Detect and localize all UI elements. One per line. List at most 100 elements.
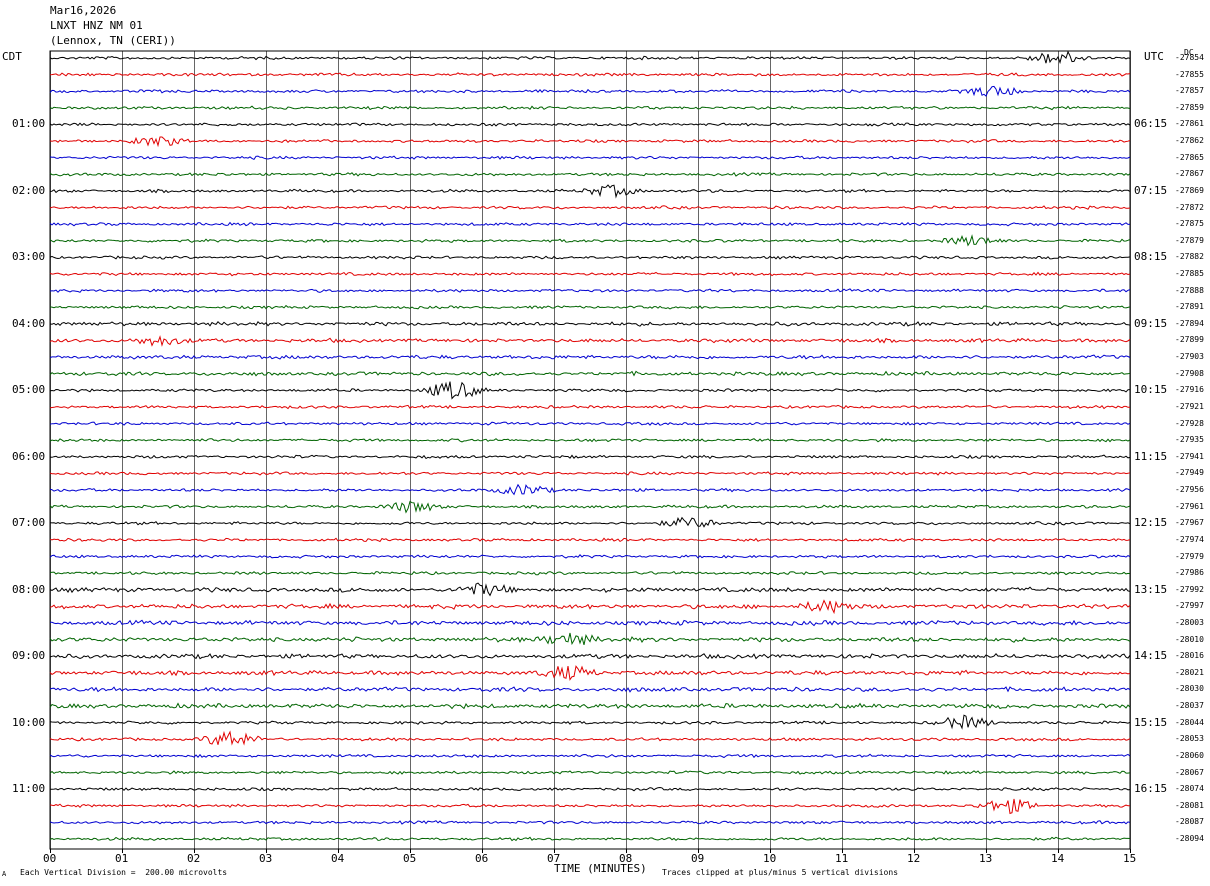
dc-offset-label: -27899 (1175, 335, 1204, 345)
grid-layer (49, 50, 1131, 850)
traces-layer (49, 50, 1131, 842)
trace-row-25 (49, 471, 1131, 476)
dc-offset-label: -27997 (1175, 601, 1204, 611)
trace-row-32 (49, 582, 1131, 597)
right-hour-label: 08:15 (1134, 250, 1168, 264)
dc-offset-label: -27885 (1175, 269, 1204, 279)
x-tick-label: 03 (259, 852, 273, 865)
trace-row-37 (49, 665, 1131, 681)
x-tick-label: 14 (1051, 852, 1065, 865)
station-label: LNXT HNZ NM 01 (50, 19, 143, 32)
x-tick-label: 10 (763, 852, 777, 865)
trace-row-19 (49, 370, 1131, 377)
dc-offset-label: -27949 (1175, 468, 1204, 478)
date-label: Mar16,2026 (50, 4, 117, 17)
dc-offset-label: -27961 (1175, 501, 1204, 511)
dc-offset-label: -27974 (1175, 534, 1204, 544)
trace-row-39 (49, 702, 1131, 710)
plot-frame (49, 50, 1131, 850)
x-tick-label: 00 (43, 852, 57, 865)
dc-offset-label: -27921 (1175, 401, 1204, 411)
dc-offset-label: -27941 (1175, 451, 1204, 461)
trace-row-33 (49, 599, 1131, 615)
right-hour-label: 11:15 (1134, 449, 1168, 463)
x-tick-label: 15 (1123, 852, 1137, 865)
trace-row-41 (49, 730, 1131, 746)
dc-offset-label: -27967 (1175, 518, 1204, 528)
trace-row-46 (49, 820, 1131, 825)
right-hour-label: 14:15 (1134, 649, 1168, 663)
scale-note: Each Vertical Division = 200.00 microvol… (20, 868, 228, 877)
trace-row-27 (49, 500, 1131, 514)
dc-offset-label: -27956 (1175, 485, 1204, 495)
dc-offset-label: -28074 (1175, 784, 1204, 794)
x-tick-label: 08 (619, 852, 633, 865)
x-tick-label: 12 (907, 852, 921, 865)
dc-offset-label: -27855 (1175, 69, 1204, 79)
right-hour-label: 13:15 (1134, 582, 1168, 596)
right-hour-label: 12:15 (1134, 516, 1168, 530)
trace-row-3 (49, 105, 1131, 111)
left-hour-label: 04:00 (12, 316, 46, 330)
dc-offset-label: -28030 (1175, 684, 1204, 694)
dc-offset-label: -28044 (1175, 717, 1204, 727)
dc-offset-label: -27875 (1175, 219, 1204, 229)
dc-offset-label: -27903 (1175, 352, 1204, 362)
x-tick-label: 07 (547, 852, 561, 865)
dc-offset-label: -27928 (1175, 418, 1204, 428)
trace-row-35 (49, 632, 1131, 646)
trace-row-42 (49, 753, 1131, 759)
dc-offset-label: -27872 (1175, 202, 1204, 212)
x-tick-label: 04 (331, 852, 345, 865)
x-axis-ticks (50, 849, 1131, 853)
left-hour-label: 05:00 (12, 383, 46, 397)
clip-note: Traces clipped at plus/minus 5 vertical … (662, 868, 899, 877)
dc-offset-label: -28081 (1175, 800, 1204, 810)
dc-offset-label: -27862 (1175, 136, 1204, 146)
left-hour-label: 07:00 (12, 516, 46, 530)
corner-mark: A (2, 870, 7, 878)
right-hour-label: 16:15 (1134, 782, 1168, 796)
trace-row-2 (49, 85, 1131, 97)
dc-offset-label: -28087 (1175, 817, 1204, 827)
trace-row-12 (49, 255, 1131, 260)
x-axis-title: TIME (MINUTES) (554, 862, 647, 875)
trace-row-15 (49, 304, 1131, 310)
trace-row-14 (49, 288, 1131, 293)
right-hour-label: 10:15 (1134, 383, 1168, 397)
trace-row-11 (49, 234, 1131, 247)
dc-offset-label: -27916 (1175, 385, 1204, 395)
left-hour-label: 09:00 (12, 649, 46, 663)
dc-offset-label: -28053 (1175, 734, 1204, 744)
dc-offset-label: -28060 (1175, 750, 1204, 760)
left-timezone-label: CDT (2, 50, 22, 63)
left-hour-label: 06:00 (12, 449, 46, 463)
dc-offset-label: -27986 (1175, 568, 1204, 578)
trace-row-7 (49, 172, 1131, 177)
trace-row-38 (49, 686, 1131, 693)
dc-offset-label: -28037 (1175, 701, 1204, 711)
dc-offset-label: -27865 (1175, 152, 1204, 162)
trace-row-9 (49, 205, 1131, 210)
dc-offset-label: -28016 (1175, 651, 1204, 661)
trace-row-44 (50, 786, 1131, 792)
dc-offset-label: -27935 (1175, 435, 1204, 445)
trace-row-10 (49, 221, 1131, 227)
trace-row-34 (49, 619, 1131, 627)
trace-row-36 (49, 653, 1131, 660)
dc-offset-label: -27891 (1175, 302, 1204, 312)
dc-offset-label: -27854 (1175, 53, 1204, 62)
dc-offset-label: -27992 (1175, 584, 1204, 594)
dc-offset-label: -28021 (1175, 667, 1204, 677)
trace-row-17 (49, 335, 1131, 347)
dc-offset-label: -27867 (1175, 169, 1204, 179)
trace-row-1 (49, 72, 1131, 77)
trace-row-13 (49, 271, 1131, 277)
x-tick-label: 09 (691, 852, 705, 865)
dc-offset-label: -27894 (1175, 318, 1204, 328)
left-hour-label: 03:00 (12, 250, 46, 264)
trace-row-23 (49, 437, 1131, 443)
dc-offset-label: -28094 (1175, 834, 1204, 843)
x-tick-label: 05 (403, 852, 417, 865)
